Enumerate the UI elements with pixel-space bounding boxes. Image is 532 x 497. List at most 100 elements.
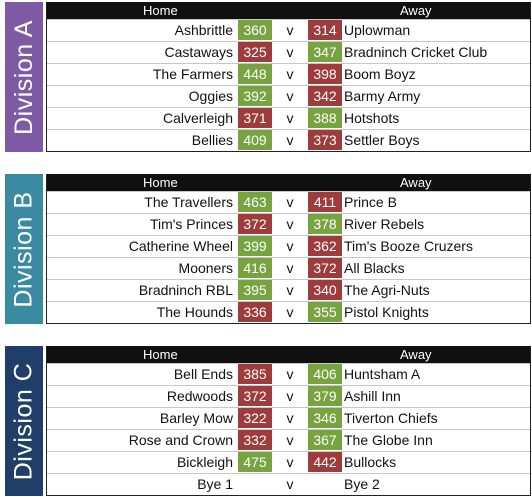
home-score: 322 bbox=[238, 408, 272, 428]
home-team: The Farmers bbox=[152, 66, 233, 82]
home-score: 325 bbox=[238, 42, 272, 62]
home-team: Tim's Princes bbox=[149, 216, 233, 232]
away-team: Tim's Booze Cruzers bbox=[344, 238, 473, 254]
versus-label: v bbox=[286, 238, 294, 254]
fixtures-table: Home Away Ashbrittle 360 v 314 Uplowman Castawa… bbox=[46, 2, 531, 152]
away-score bbox=[308, 474, 342, 494]
versus-label: v bbox=[286, 194, 294, 210]
away-score: 342 bbox=[308, 86, 342, 106]
away-team: All Blacks bbox=[344, 260, 405, 276]
home-score: 371 bbox=[238, 108, 272, 128]
table-header: Home Away bbox=[47, 2, 530, 19]
fixture-row: Tim's Princes 372 v 378 River Rebels bbox=[47, 213, 530, 235]
away-team: Pistol Knights bbox=[344, 304, 429, 320]
fixture-row: Barley Mow 322 v 346 Tiverton Chiefs bbox=[47, 407, 530, 429]
away-team: Bullocks bbox=[344, 454, 397, 470]
fixture-row: Catherine Wheel 399 v 362 Tim's Booze Cruzer… bbox=[47, 235, 530, 257]
home-team: Bell Ends bbox=[173, 366, 233, 382]
fixture-row: Redwoods 372 v 379 Ashill Inn bbox=[47, 385, 530, 407]
away-score: 347 bbox=[308, 42, 342, 62]
away-team: The Agri-Nuts bbox=[344, 282, 430, 298]
table-header: Home Away bbox=[47, 174, 530, 191]
versus-label: v bbox=[286, 216, 294, 232]
home-score bbox=[238, 474, 272, 494]
division-block: Division B Home Away The Travellers 463 v 411 P… bbox=[5, 174, 531, 324]
away-team: Barmy Army bbox=[344, 88, 421, 104]
versus-label: v bbox=[286, 132, 294, 148]
versus-label: v bbox=[286, 44, 294, 60]
home-score: 360 bbox=[238, 20, 272, 40]
fixture-row: The Hounds 336 v 355 Pistol Knights bbox=[47, 301, 530, 323]
away-team: Ashill Inn bbox=[344, 388, 401, 404]
home-score: 409 bbox=[238, 130, 272, 150]
fixtures-table: Home Away The Travellers 463 v 411 Prince B Tim… bbox=[46, 174, 531, 324]
home-team: Castaways bbox=[164, 44, 233, 60]
versus-label: v bbox=[286, 432, 294, 448]
fixture-row: Bellies 409 v 373 Settler Boys bbox=[47, 129, 530, 151]
away-score: 314 bbox=[308, 20, 342, 40]
fixtures-table: Home Away Bell Ends 385 v 406 Huntsham A Redwoo… bbox=[46, 346, 531, 496]
versus-label: v bbox=[286, 110, 294, 126]
away-team: Huntsham A bbox=[344, 366, 421, 382]
away-score: 388 bbox=[308, 108, 342, 128]
division-label-bar: Division C bbox=[5, 346, 43, 496]
away-score: 340 bbox=[308, 280, 342, 300]
division-label-bar: Division A bbox=[5, 2, 43, 152]
versus-label: v bbox=[286, 476, 294, 492]
home-team: Redwoods bbox=[166, 388, 233, 404]
home-column-header: Home bbox=[143, 3, 178, 18]
home-team: The Hounds bbox=[156, 304, 233, 320]
division-name: Division C bbox=[9, 362, 38, 480]
away-column-header: Away bbox=[400, 3, 432, 18]
away-score: 406 bbox=[308, 364, 342, 384]
away-score: 378 bbox=[308, 214, 342, 234]
away-score: 346 bbox=[308, 408, 342, 428]
home-column-header: Home bbox=[143, 175, 178, 190]
versus-label: v bbox=[286, 22, 294, 38]
versus-label: v bbox=[286, 410, 294, 426]
fixture-row: Bell Ends 385 v 406 Huntsham A bbox=[47, 363, 530, 385]
away-team: Bradninch Cricket Club bbox=[344, 44, 488, 60]
home-score: 392 bbox=[238, 86, 272, 106]
away-team: Prince B bbox=[344, 194, 397, 210]
away-column-header: Away bbox=[400, 175, 432, 190]
division-block: Division A Home Away Ashbrittle 360 v 314 Uplow… bbox=[5, 2, 531, 152]
fixture-row: Mooners 416 v 372 All Blacks bbox=[47, 257, 530, 279]
home-team: Barley Mow bbox=[159, 410, 233, 426]
away-column-header: Away bbox=[400, 347, 432, 362]
away-score: 373 bbox=[308, 130, 342, 150]
away-score: 355 bbox=[308, 302, 342, 322]
fixture-row: Calverleigh 371 v 388 Hotshots bbox=[47, 107, 530, 129]
versus-label: v bbox=[286, 304, 294, 320]
away-score: 362 bbox=[308, 236, 342, 256]
division-block: Division C Home Away Bell Ends 385 v 406 Huntsh… bbox=[5, 346, 531, 496]
versus-label: v bbox=[286, 88, 294, 104]
versus-label: v bbox=[286, 388, 294, 404]
fixture-row: Bye 1 v Bye 2 bbox=[47, 473, 530, 495]
home-score: 385 bbox=[238, 364, 272, 384]
away-team: River Rebels bbox=[344, 216, 425, 232]
fixture-row: Rose and Crown 332 v 367 The Globe Inn bbox=[47, 429, 530, 451]
division-name: Division B bbox=[9, 190, 38, 308]
home-score: 372 bbox=[238, 386, 272, 406]
home-team: Rose and Crown bbox=[128, 432, 233, 448]
home-score: 475 bbox=[238, 452, 272, 472]
table-header: Home Away bbox=[47, 346, 530, 363]
home-team: Bickleigh bbox=[176, 454, 233, 470]
home-team: The Travellers bbox=[144, 194, 233, 210]
home-column-header: Home bbox=[143, 347, 178, 362]
fixture-row: Bickleigh 475 v 442 Bullocks bbox=[47, 451, 530, 473]
away-team: Tiverton Chiefs bbox=[344, 410, 438, 426]
away-score: 367 bbox=[308, 430, 342, 450]
home-score: 399 bbox=[238, 236, 272, 256]
away-team: Hotshots bbox=[344, 110, 400, 126]
fixture-row: Ashbrittle 360 v 314 Uplowman bbox=[47, 19, 530, 41]
away-score: 411 bbox=[308, 192, 342, 212]
home-team: Mooners bbox=[178, 260, 233, 276]
away-team: Settler Boys bbox=[344, 132, 420, 148]
away-score: 372 bbox=[308, 258, 342, 278]
home-team: Bradninch RBL bbox=[138, 282, 233, 298]
fixture-row: Bradninch RBL 395 v 340 The Agri-Nuts bbox=[47, 279, 530, 301]
away-score: 398 bbox=[308, 64, 342, 84]
home-score: 416 bbox=[238, 258, 272, 278]
